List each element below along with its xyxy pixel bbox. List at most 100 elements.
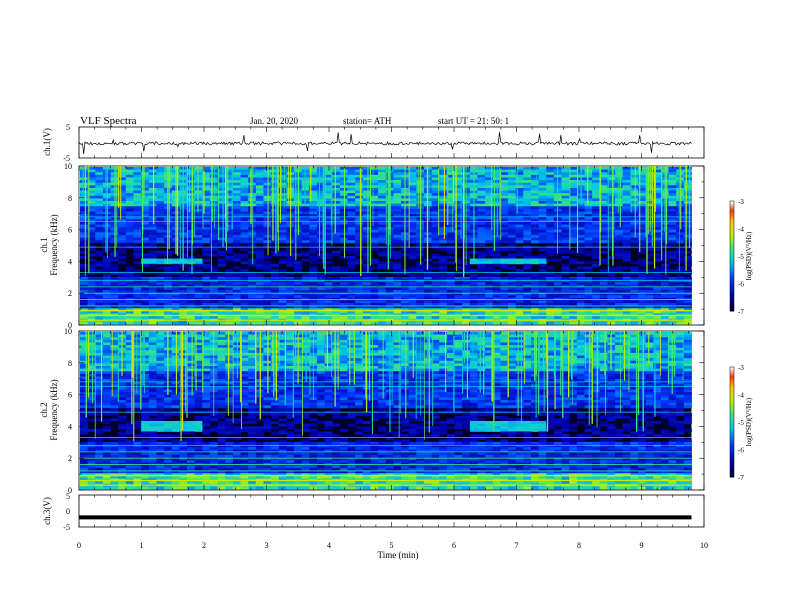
spectrogram-cell [515,248,524,252]
spectrogram-cell [660,232,669,236]
spectrogram-cell [202,221,211,225]
spectrogram-cell [401,332,410,336]
spectrogram-cell [294,242,303,246]
spectrogram-cell [393,214,402,218]
spectrogram-cell [286,258,295,262]
spectrogram-cell [576,211,585,215]
spectrogram-cell [408,172,417,176]
spectrogram-cell [462,284,471,288]
spectrogram-cell [118,300,127,304]
spectrogram-cell [599,305,608,309]
spectrogram-cell [255,261,264,265]
spectrogram-cell [355,271,364,275]
spectrogram-cell [355,182,364,186]
spectrogram-cell [347,332,356,336]
spectrogram-cell [362,216,371,220]
spectrogram-cell [255,282,264,286]
spectrogram-cell [408,203,417,207]
spectrogram-cell [141,167,150,171]
spectrogram-cell [316,180,325,184]
spectrogram-cell [530,261,540,265]
spectrogram-cell [156,321,165,325]
spectrogram-cell [530,224,540,228]
spectrogram-cell [362,258,371,262]
spectrogram-cell [630,180,639,184]
spectrogram-cell [607,198,616,202]
spectrogram-cell [80,287,89,291]
spectrogram-cell [332,221,341,225]
spectrogram-cell [584,177,593,181]
spectrogram-cell [240,261,249,265]
spectrogram-cell [332,279,341,283]
spectrogram-cell [102,274,111,278]
spectrogram-cell [645,279,654,283]
spectrogram-cell [378,206,387,210]
spectrogram-cell [370,310,379,314]
spectrogram-cell [141,232,150,236]
spectrogram-cell [660,167,669,171]
spectrogram-cell [683,216,692,220]
ch1-colorbar-gradient [730,201,734,312]
spectrogram-cell [324,279,333,283]
spectrogram-cell [171,271,180,275]
spectrogram-cell [378,174,387,178]
spectrogram-cell [278,279,287,283]
spectrogram-cell [439,216,448,220]
spectrogram-cell [316,282,325,286]
spectrogram-cell [477,216,486,220]
spectrogram-cell [515,305,524,309]
spectrogram-cell [576,221,585,225]
spectrogram-cell [637,193,647,197]
spectrogram-cell [332,271,341,275]
spectrogram-cell [225,310,234,314]
spectrogram-cell [561,248,570,252]
spectrogram-cell [271,300,280,304]
spectrogram-cell [240,237,249,241]
spectrogram-cell [454,201,463,205]
spectrogram-cell [225,289,234,293]
spectrogram-cell [255,266,264,270]
spectrogram-cell [355,201,364,205]
spectrogram-cell [324,193,333,197]
spectrogram-cell [102,242,111,246]
spectrogram-cell [508,332,517,336]
spectrogram-cell [561,180,570,184]
spectrogram-cell [164,167,173,171]
spectrogram-cell [500,232,509,236]
spectrogram-cell [309,229,318,233]
spectrogram-cell [546,224,555,228]
spectrogram-cell [546,185,555,189]
spectrogram-cell [515,250,524,254]
spectrogram-cell [80,310,89,314]
spectrogram-cell [187,255,196,259]
spectrogram-cell [316,274,325,278]
spectrogram-cell [385,263,394,267]
spectrogram-cell [454,216,463,220]
spectrogram-cell [194,261,203,265]
spectrogram-cell [355,305,364,309]
spectrogram-cell [209,269,218,273]
spectrogram-cell [599,216,608,220]
spectrogram-cell [668,214,677,218]
spectrogram-cell [355,284,364,288]
spectrogram-cell [324,321,333,325]
spectrogram-cell [187,182,196,186]
spectrogram-cell [164,172,173,176]
spectrogram-cell [102,232,111,236]
spectrogram-cell [599,303,608,307]
spectrogram-cell [660,195,669,199]
spectrogram-cell [301,227,310,231]
spectrogram-cell [622,289,631,293]
spectrogram-cell [301,185,310,189]
spectrogram-cell [225,287,234,291]
spectrogram-cell [248,167,257,171]
spectrogram-cell [148,206,157,210]
spectrogram-cell [347,174,356,178]
spectrogram-cell [248,332,257,336]
spectrogram-cell [255,187,264,191]
spectrogram-cell [187,276,196,280]
spectrogram-cell [622,271,631,275]
spectrogram-cell [187,203,196,207]
spectrogram-cell [630,276,639,280]
spectrogram-cell [240,187,249,191]
